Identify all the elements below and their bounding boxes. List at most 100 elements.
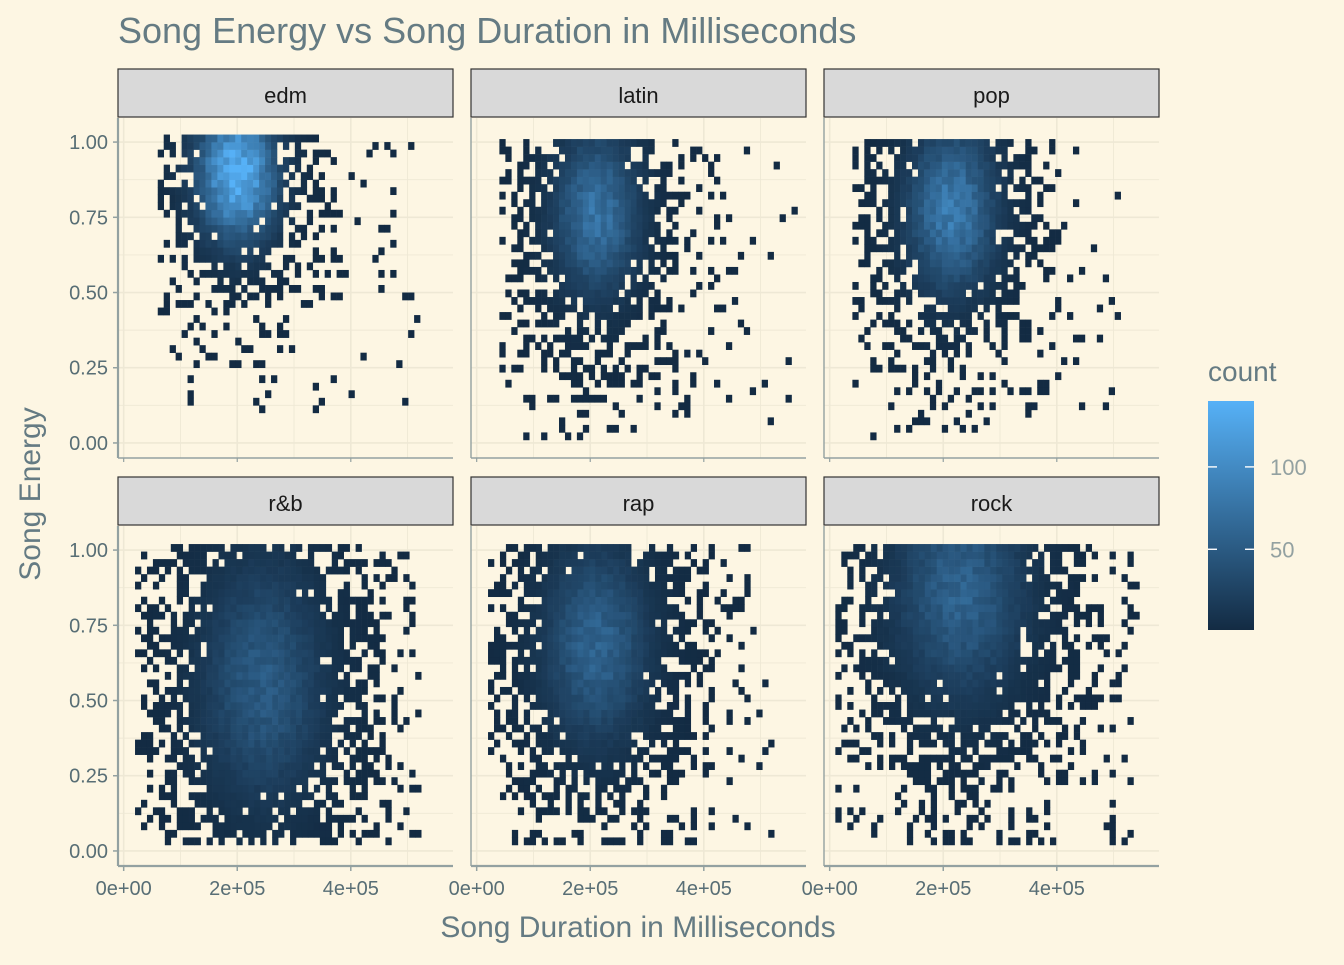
heatmap-bin (506, 642, 512, 650)
heatmap-bin (560, 567, 566, 575)
heatmap-bin (954, 259, 960, 267)
heatmap-bin (177, 582, 183, 590)
heatmap-bin (541, 259, 547, 267)
heatmap-bin (666, 357, 672, 365)
heatmap-bin (572, 679, 578, 687)
heatmap-bin (984, 335, 990, 343)
heatmap-bin (924, 305, 930, 313)
heatmap-bin (554, 725, 560, 733)
heatmap-bin (213, 559, 219, 567)
heatmap-bin (164, 300, 170, 308)
heatmap-bin (589, 267, 595, 275)
heatmap-bin (229, 293, 235, 301)
heatmap-bin (949, 642, 955, 650)
heatmap-bin (643, 574, 649, 582)
heatmap-bin (967, 717, 973, 725)
heatmap-bin (307, 195, 313, 203)
heatmap-bin (272, 740, 278, 748)
heatmap-bin (853, 740, 859, 748)
heatmap-bin (223, 323, 229, 331)
heatmap-bin (948, 154, 954, 162)
heatmap-bin (744, 582, 750, 590)
heatmap-bin (913, 710, 919, 718)
heatmap-bin (530, 544, 536, 552)
heatmap-bin (254, 604, 260, 612)
heatmap-bin (236, 762, 242, 770)
heatmap-bin (195, 642, 201, 650)
heatmap-bin (235, 270, 241, 278)
heatmap-bin (194, 210, 200, 218)
heatmap-bin (254, 710, 260, 718)
heatmap-bin (732, 679, 738, 687)
heatmap-bin (978, 762, 984, 770)
heatmap-bin (1043, 267, 1049, 275)
heatmap-bin (260, 770, 266, 778)
heatmap-bin (559, 267, 565, 275)
heatmap-bin (595, 290, 601, 298)
heatmap-bin (512, 702, 518, 710)
heatmap-bin (942, 154, 948, 162)
heatmap-bin (894, 162, 900, 170)
heatmap-bin (943, 702, 949, 710)
heatmap-bin (518, 672, 524, 680)
heatmap-bin (1025, 335, 1031, 343)
heatmap-bin (248, 634, 254, 642)
heatmap-bin (542, 582, 548, 590)
heatmap-bin (601, 237, 607, 245)
heatmap-bin (320, 800, 326, 808)
heatmap-bin (912, 365, 918, 373)
heatmap-bin (195, 837, 201, 845)
heatmap-bin (925, 755, 931, 763)
heatmap-bin (224, 657, 230, 665)
heatmap-bin (1025, 199, 1031, 207)
heatmap-bin (518, 567, 524, 575)
heatmap-bin (547, 169, 553, 177)
facet-strip-label: pop (973, 83, 1010, 108)
heatmap-bin (379, 597, 385, 605)
heatmap-bin (541, 199, 547, 207)
heatmap-bin (272, 642, 278, 650)
heatmap-bin (572, 785, 578, 793)
heatmap-bin (738, 252, 744, 260)
heatmap-bin (260, 687, 266, 695)
heatmap-bin (230, 725, 236, 733)
heatmap-bin (223, 157, 229, 165)
heatmap-bin (942, 184, 948, 192)
heatmap-bin (548, 770, 554, 778)
heatmap-bin (673, 672, 679, 680)
heatmap-bin (201, 755, 207, 763)
heatmap-bin (248, 574, 254, 582)
heatmap-bin (147, 770, 153, 778)
heatmap-bin (571, 335, 577, 343)
heatmap-bin (601, 597, 607, 605)
heatmap-bin (266, 815, 272, 823)
heatmap-bin (666, 267, 672, 275)
heatmap-bin (865, 597, 871, 605)
heatmap-bin (553, 365, 559, 373)
heatmap-bin (524, 544, 530, 552)
heatmap-bin (961, 732, 967, 740)
heatmap-bin (211, 330, 217, 338)
heatmap-bin (948, 244, 954, 252)
heatmap-bin (368, 642, 374, 650)
heatmap-bin (230, 627, 236, 635)
heatmap-bin (211, 308, 217, 316)
heatmap-bin (505, 147, 511, 155)
heatmap-bin (642, 282, 648, 290)
heatmap-bin (542, 687, 548, 695)
heatmap-bin (1007, 259, 1013, 267)
heatmap-bin (906, 184, 912, 192)
heatmap-bin (930, 184, 936, 192)
heatmap-bin (183, 582, 189, 590)
heatmap-bin (883, 679, 889, 687)
heatmap-bin (374, 627, 380, 635)
heatmap-bin (241, 217, 247, 225)
heatmap-bin (907, 837, 913, 845)
heatmap-bin (560, 559, 566, 567)
heatmap-bin (554, 807, 560, 815)
heatmap-bin (960, 169, 966, 177)
heatmap-bin (625, 365, 631, 373)
heatmap-bin (319, 225, 325, 233)
heatmap-bin (242, 717, 248, 725)
heatmap-bin (972, 634, 978, 642)
